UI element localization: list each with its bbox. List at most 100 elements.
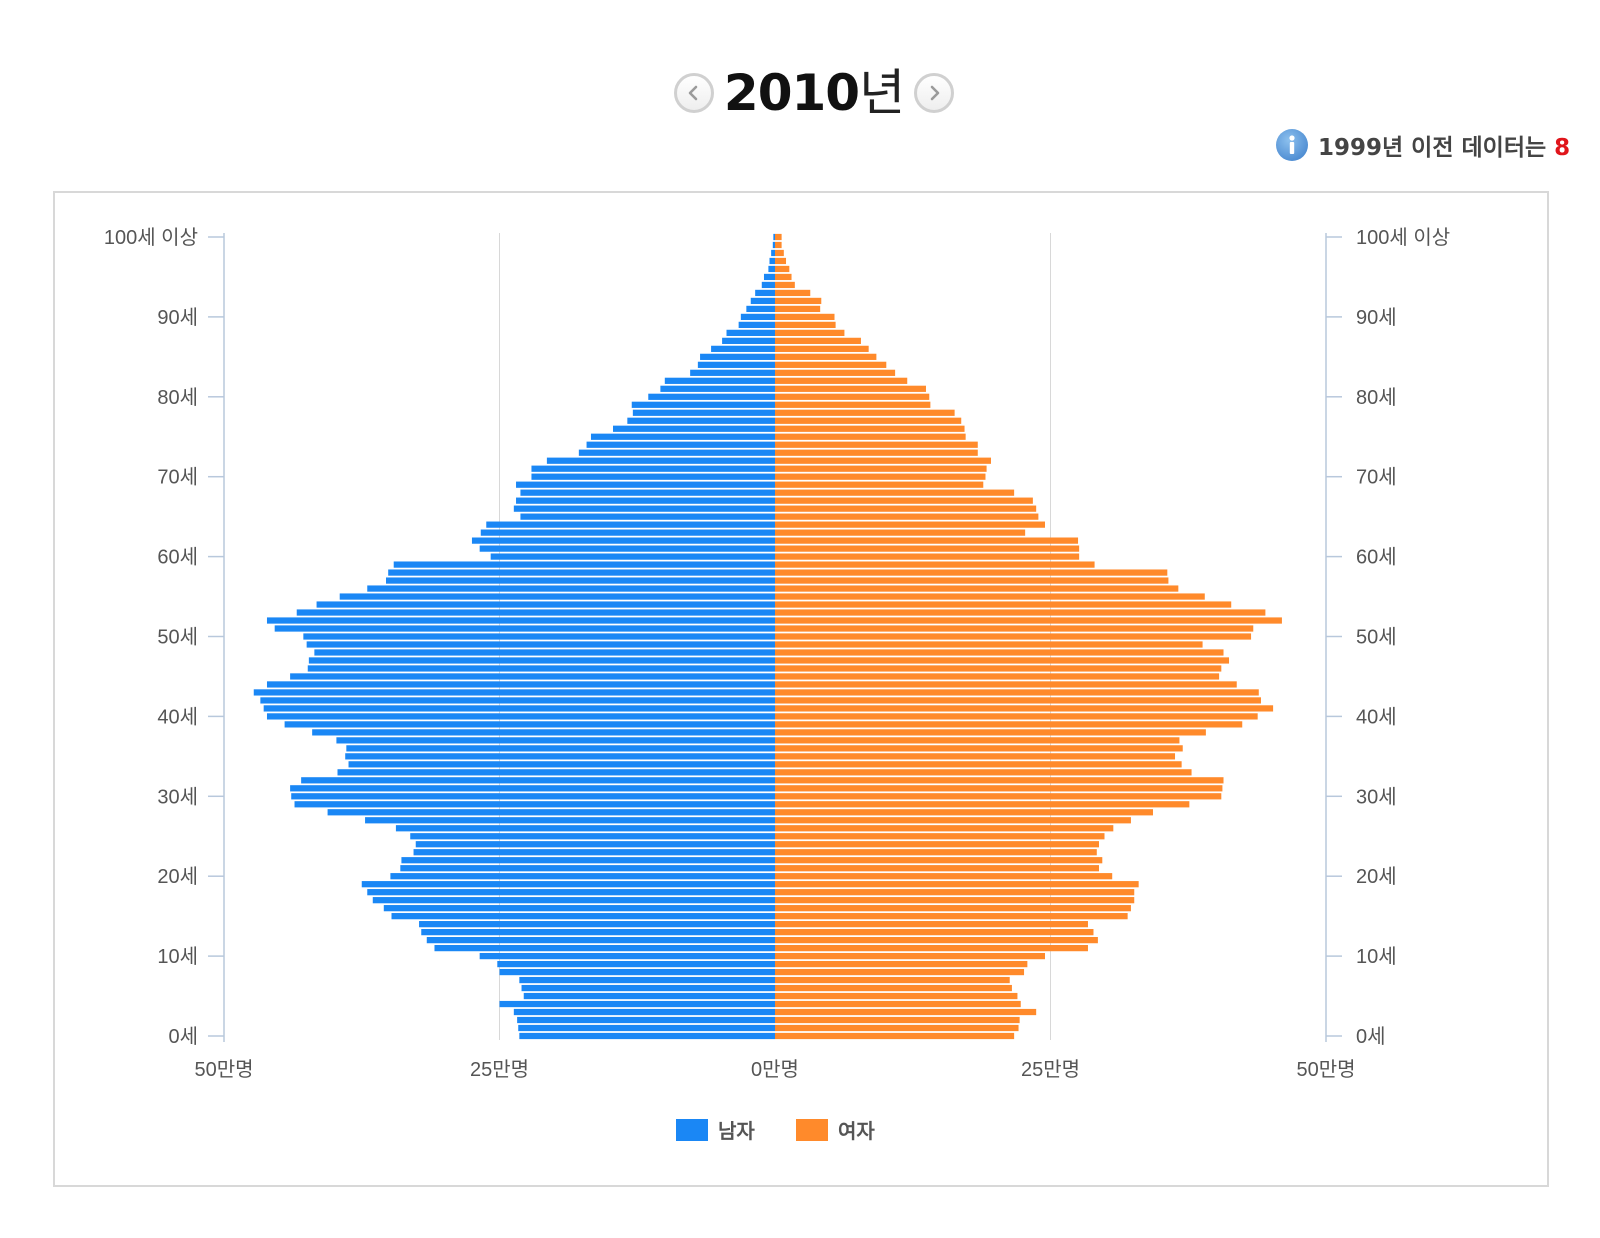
male-bar-age-11 <box>434 944 775 952</box>
male-bar-age-99 <box>772 241 775 249</box>
right-age-label: 0세 <box>1356 1025 1386 1048</box>
female-bar-age-24 <box>775 841 1099 848</box>
female-bar-age-16 <box>775 905 1131 912</box>
male-bar-age-7 <box>519 976 775 984</box>
right-age-label: 30세 <box>1356 785 1397 808</box>
male-bar-age-98 <box>771 249 775 257</box>
male-bar-age-39 <box>284 721 775 728</box>
male-bar-age-35 <box>345 753 775 760</box>
female-bar-age-41 <box>775 705 1274 712</box>
male-bar-age-43 <box>253 689 775 696</box>
female-bar-age-76 <box>775 425 965 432</box>
prev-year-button[interactable] <box>673 73 714 113</box>
female-bar-age-25 <box>775 833 1105 840</box>
female-bar-age-43 <box>775 689 1259 696</box>
male-bar-age-31 <box>290 785 775 792</box>
male-bar-age-1 <box>518 1024 775 1032</box>
male-bar-age-72 <box>546 457 775 464</box>
male-bar-age-24 <box>415 841 775 848</box>
left-age-label: 20세 <box>157 865 198 888</box>
female-bar-age-19 <box>775 881 1139 888</box>
x-tick-label: 25만명 <box>1021 1058 1080 1081</box>
male-bar-age-38 <box>312 729 775 736</box>
female-bar-age-58 <box>775 569 1168 576</box>
female-bar-age-6 <box>775 984 1012 992</box>
male-bar-age-70 <box>531 473 775 480</box>
pre-1999-data-notice[interactable]: 1999년 이전 데이터는 8 <box>1276 128 1570 162</box>
male-bar-age-83 <box>690 369 775 376</box>
female-bar-age-100 <box>775 233 782 241</box>
male-bar-age-97 <box>769 257 775 265</box>
female-bar-age-90 <box>775 313 835 321</box>
female-bar-age-68 <box>775 489 1015 496</box>
male-bar-age-58 <box>388 569 775 576</box>
right-age-label: 20세 <box>1356 865 1397 888</box>
male-bar-age-19 <box>361 881 775 888</box>
female-bar-age-99 <box>775 241 782 249</box>
female-bar-age-49 <box>775 641 1203 648</box>
male-bar-age-80 <box>648 393 775 400</box>
female-bar-age-59 <box>775 561 1095 568</box>
female-bar-age-12 <box>775 937 1098 944</box>
female-bar-age-45 <box>775 673 1220 680</box>
male-bar-age-21 <box>400 865 775 872</box>
male-bar-age-40 <box>266 713 775 720</box>
female-bar-age-54 <box>775 601 1232 608</box>
female-bar-age-46 <box>775 665 1222 672</box>
info-text-highlight: 8 <box>1554 135 1571 161</box>
next-year-button[interactable] <box>914 73 955 113</box>
female-bar-age-82 <box>775 377 908 384</box>
left-age-label: 40세 <box>157 705 198 728</box>
female-bar-age-21 <box>775 865 1099 872</box>
left-age-label: 70세 <box>157 466 198 489</box>
male-bar-age-12 <box>426 937 775 944</box>
male-bar-age-69 <box>516 481 775 488</box>
male-bar-age-57 <box>385 577 775 584</box>
female-bar-age-0 <box>775 1032 1015 1040</box>
female-bar-age-11 <box>775 944 1088 952</box>
female-bar-age-27 <box>775 817 1131 824</box>
pyramid-svg: 100세 이상 100세 이상 90세 90세 80세 80세 70세 70세 60세 60세 50… <box>104 226 1450 1143</box>
male-bar-age-6 <box>521 984 775 992</box>
male-bar-age-46 <box>307 665 775 672</box>
male-bar-age-32 <box>301 777 775 784</box>
year-number: 2010 <box>723 64 860 122</box>
right-age-label: 10세 <box>1356 945 1397 968</box>
year-title: 2010년 <box>723 58 905 128</box>
male-bar-age-3 <box>513 1008 775 1016</box>
right-age-label: 100세 이상 <box>1356 226 1450 249</box>
female-bar-age-2 <box>775 1016 1020 1024</box>
left-age-label: 50세 <box>157 626 198 649</box>
female-bar-age-31 <box>775 785 1223 792</box>
x-tick-label: 50만명 <box>194 1058 253 1081</box>
male-bar-age-23 <box>413 849 775 856</box>
male-bar-age-25 <box>410 833 775 840</box>
left-age-label: 30세 <box>157 785 198 808</box>
female-bar-age-94 <box>775 281 795 289</box>
female-bar-age-96 <box>775 265 790 273</box>
male-bar-age-52 <box>266 617 775 624</box>
male-bar-age-15 <box>391 913 775 920</box>
female-bar-age-52 <box>775 617 1282 624</box>
female-bar-age-71 <box>775 465 987 472</box>
male-bar-age-10 <box>479 952 775 960</box>
female-bar-age-23 <box>775 849 1097 856</box>
female-bar-age-91 <box>775 305 821 313</box>
female-bar-age-30 <box>775 793 1222 800</box>
female-bar-age-61 <box>775 545 1080 552</box>
female-bar-age-37 <box>775 737 1180 744</box>
male-bar-age-54 <box>316 601 775 608</box>
female-bar-age-55 <box>775 593 1205 600</box>
female-bar-age-17 <box>775 897 1135 904</box>
female-bar-age-8 <box>775 968 1025 976</box>
female-bar-age-72 <box>775 457 991 464</box>
male-bar-age-0 <box>519 1032 775 1040</box>
male-bar-age-74 <box>586 441 775 448</box>
male-bar-age-8 <box>499 968 775 976</box>
info-icon <box>1276 129 1308 161</box>
right-age-label: 50세 <box>1356 626 1397 649</box>
male-bar-age-84 <box>697 361 775 368</box>
female-bar-age-74 <box>775 441 978 448</box>
male-bar-age-81 <box>660 385 775 392</box>
female-bar-age-5 <box>775 992 1018 1000</box>
